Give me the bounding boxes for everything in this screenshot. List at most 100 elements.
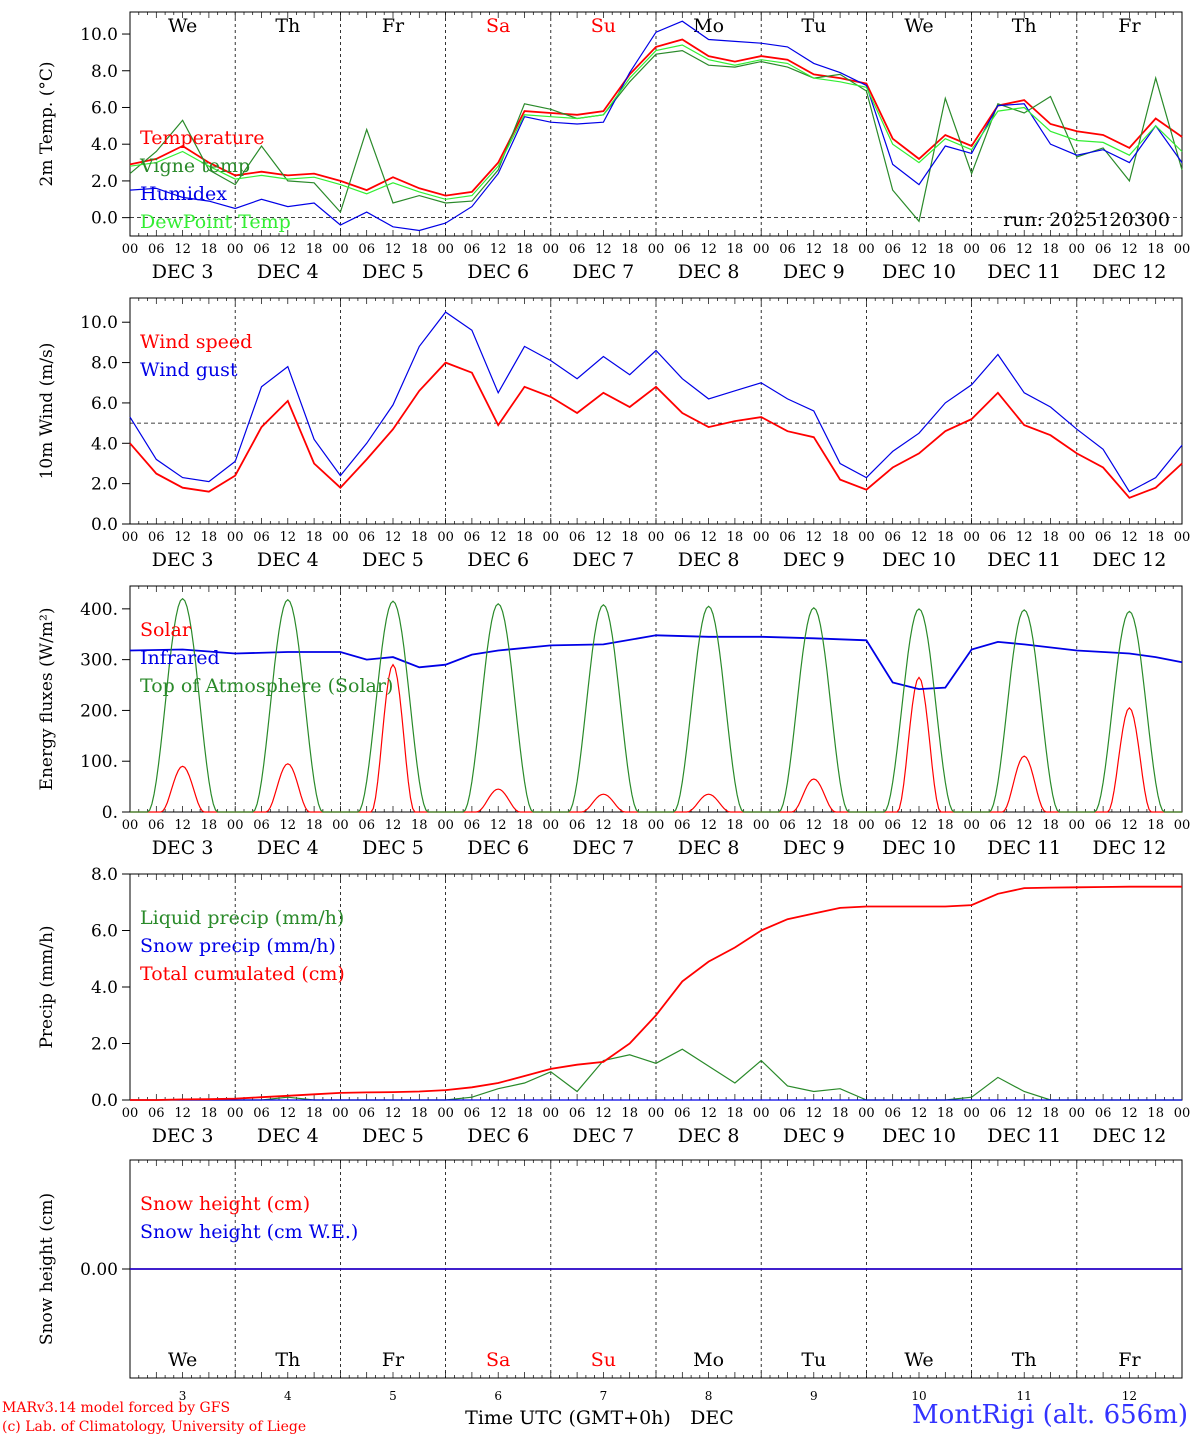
- y-tick-label: 4.0: [91, 978, 118, 998]
- toa-solar-line: [656, 605, 762, 813]
- date-label: DEC 12: [1092, 1125, 1166, 1147]
- hour-tick-label: 00: [543, 818, 560, 833]
- hour-tick-label: 18: [832, 242, 849, 257]
- weekday-label: Fr: [1118, 15, 1141, 37]
- weekday-label: We: [904, 1349, 933, 1371]
- date-label: DEC 8: [678, 261, 740, 283]
- hour-tick-label: 00: [1174, 1106, 1191, 1121]
- x-axis-label: Time UTC (GMT+0h): [465, 1407, 671, 1429]
- date-label: DEC 11: [987, 261, 1061, 283]
- hour-tick-label: 06: [148, 1106, 165, 1121]
- bottom-day-number: 7: [600, 1389, 608, 1403]
- hour-tick-label: 06: [358, 1106, 375, 1121]
- hour-tick-label: 18: [1147, 530, 1164, 545]
- hour-tick-label: 06: [253, 530, 270, 545]
- hour-tick-label: 00: [332, 1106, 349, 1121]
- hour-tick-label: 06: [990, 818, 1007, 833]
- hour-tick-label: 18: [306, 1106, 323, 1121]
- hour-tick-label: 12: [385, 1106, 402, 1121]
- hour-tick-label: 18: [1147, 242, 1164, 257]
- bottom-day-number: 10: [911, 1389, 926, 1403]
- hour-tick-label: 00: [963, 530, 980, 545]
- hour-tick-label: 18: [411, 1106, 428, 1121]
- y-axis-label: Energy fluxes (W/m²): [37, 608, 57, 791]
- run-annotation: run: 2025120300: [1003, 209, 1170, 231]
- legend-entry: Top of Atmosphere (Solar): [140, 675, 393, 697]
- hour-tick-label: 06: [358, 242, 375, 257]
- hour-tick-label: 18: [1042, 818, 1059, 833]
- date-label: DEC 10: [882, 1125, 956, 1147]
- hour-tick-label: 00: [753, 530, 770, 545]
- date-label: DEC 3: [152, 1125, 214, 1147]
- date-label: DEC 5: [362, 261, 424, 283]
- bottom-day-number: 8: [705, 1389, 713, 1403]
- hour-tick-label: 00: [1174, 242, 1191, 257]
- hour-tick-label: 06: [253, 1106, 270, 1121]
- hour-tick-label: 00: [963, 1106, 980, 1121]
- hour-tick-label: 18: [411, 530, 428, 545]
- liquid-precip-mm-h-line: [130, 1048, 1182, 1101]
- legend-entry: Snow height (cm W.E.): [140, 1221, 358, 1243]
- weekday-label: Su: [591, 15, 616, 37]
- date-label: DEC 7: [573, 549, 635, 571]
- hour-tick-label: 12: [1016, 242, 1033, 257]
- legend-entry: Solar: [140, 619, 192, 641]
- hour-tick-label: 00: [1174, 818, 1191, 833]
- date-label: DEC 7: [573, 837, 635, 859]
- hour-tick-label: 00: [543, 1106, 560, 1121]
- toa-solar-line: [761, 606, 867, 813]
- hour-tick-label: 18: [516, 818, 533, 833]
- weekday-label: Tu: [801, 15, 826, 37]
- hour-tick-label: 18: [306, 818, 323, 833]
- hour-tick-label: 12: [1121, 818, 1138, 833]
- wind-gust-line: [129, 311, 1183, 493]
- y-tick-label: 0.0: [91, 209, 118, 229]
- hour-tick-label: 12: [174, 530, 191, 545]
- hour-tick-label: 18: [201, 530, 218, 545]
- hour-tick-label: 06: [779, 818, 796, 833]
- hour-tick-label: 12: [490, 242, 507, 257]
- hour-tick-label: 06: [1095, 818, 1112, 833]
- humidex-line: [129, 20, 1183, 232]
- y-tick-label: 2.0: [91, 172, 118, 192]
- hour-tick-label: 06: [464, 530, 481, 545]
- hour-tick-label: 00: [122, 1106, 139, 1121]
- date-label: DEC 9: [783, 549, 845, 571]
- hour-tick-label: 06: [464, 1106, 481, 1121]
- y-tick-label: 10.0: [80, 313, 118, 333]
- hour-tick-label: 12: [911, 530, 928, 545]
- hour-ticks: [129, 1160, 1183, 1378]
- hour-tick-label: 06: [884, 530, 901, 545]
- hour-tick-label: 00: [1069, 242, 1086, 257]
- hour-tick-label: 12: [280, 818, 297, 833]
- hour-tick-label: 06: [253, 818, 270, 833]
- hour-tick-label: 18: [201, 1106, 218, 1121]
- hour-tick-label: 18: [832, 818, 849, 833]
- hour-tick-label: 12: [1121, 530, 1138, 545]
- hour-tick-label: 06: [884, 242, 901, 257]
- hour-tick-label: 06: [148, 242, 165, 257]
- y-tick-label: 6.0: [91, 922, 118, 942]
- hour-tick-label: 00: [648, 1106, 665, 1121]
- date-label: DEC 5: [362, 1125, 424, 1147]
- hour-tick-label: 18: [727, 818, 744, 833]
- date-label: DEC 11: [987, 837, 1061, 859]
- hour-tick-label: 06: [464, 818, 481, 833]
- hour-tick-label: 00: [122, 242, 139, 257]
- panel-1: 0.0 2.0 4.0 6.0 8.0 10.0 2m Temp. (°C) 00 06 12 18…: [37, 11, 1191, 283]
- date-label: DEC 11: [987, 549, 1061, 571]
- hour-tick-label: 06: [358, 530, 375, 545]
- weekday-label: We: [168, 1349, 197, 1371]
- y-tick-label: 6.0: [91, 394, 118, 414]
- hour-tick-label: 18: [306, 242, 323, 257]
- hour-tick-label: 18: [1147, 1106, 1164, 1121]
- hour-tick-label: 12: [911, 1106, 928, 1121]
- y-tick-label: 8.0: [91, 354, 118, 374]
- date-label: DEC 9: [783, 1125, 845, 1147]
- bottom-day-number: 11: [1017, 1389, 1032, 1403]
- hour-tick-label: 00: [648, 818, 665, 833]
- infrared-line: [129, 634, 1183, 691]
- solar-line: [656, 793, 762, 813]
- hour-tick-label: 00: [543, 530, 560, 545]
